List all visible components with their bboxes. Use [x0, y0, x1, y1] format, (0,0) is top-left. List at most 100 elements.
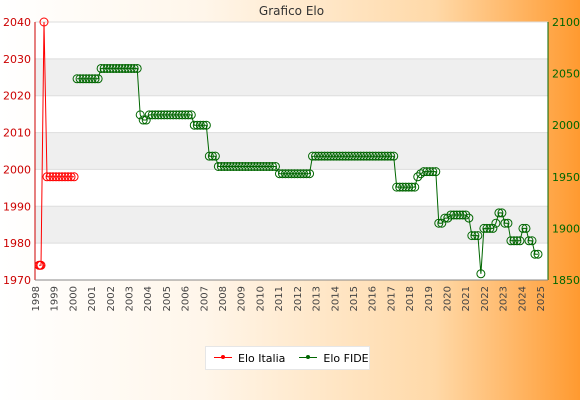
data-point	[231, 161, 241, 171]
data-point	[216, 161, 226, 171]
data-point	[533, 249, 543, 259]
data-point	[267, 161, 277, 171]
data-point	[277, 169, 287, 179]
data-point	[392, 182, 402, 192]
data-point	[419, 167, 429, 177]
data-point	[102, 63, 112, 73]
x-tick-label: 2014	[330, 286, 341, 311]
chart-title: Grafico Elo	[259, 4, 324, 18]
x-tick-label: 2025	[536, 286, 547, 311]
data-point	[222, 161, 232, 171]
x-tick-label: 2009	[237, 286, 248, 311]
data-point	[144, 110, 154, 120]
left-tick-label: 2010	[3, 127, 31, 140]
data-point	[105, 63, 115, 73]
x-tick-label: 2021	[461, 286, 472, 311]
data-point	[228, 161, 238, 171]
data-point	[446, 210, 456, 220]
chart-legend: Elo Italia Elo FIDE	[205, 346, 370, 370]
data-point	[180, 110, 190, 120]
data-point	[246, 161, 256, 171]
data-point	[183, 110, 193, 120]
data-point	[162, 110, 172, 120]
legend-swatch-elo-italia	[214, 353, 232, 363]
data-point	[99, 63, 109, 73]
data-point	[509, 236, 519, 246]
data-point	[512, 236, 522, 246]
x-tick-label: 2001	[87, 286, 98, 311]
data-point	[461, 210, 471, 220]
data-point	[201, 120, 211, 130]
data-point	[48, 172, 58, 182]
data-point	[45, 172, 55, 182]
data-point	[240, 161, 250, 171]
data-point	[434, 218, 444, 228]
legend-item-elo-fide: Elo FIDE	[299, 351, 369, 365]
data-point	[320, 151, 330, 161]
data-point	[69, 172, 79, 182]
left-tick-label: 2020	[3, 90, 31, 103]
data-point	[383, 151, 393, 161]
data-point	[36, 260, 46, 270]
data-point	[326, 151, 336, 161]
data-point	[341, 151, 351, 161]
data-point	[60, 172, 70, 182]
x-tick-label: 2016	[368, 286, 379, 311]
left-tick-label: 2040	[3, 16, 31, 29]
data-point	[362, 151, 372, 161]
data-point	[126, 63, 136, 73]
data-point	[42, 172, 52, 182]
data-point	[96, 63, 106, 73]
data-point	[476, 269, 486, 279]
data-point	[147, 110, 157, 120]
data-point	[524, 236, 534, 246]
data-point	[57, 172, 67, 182]
data-point	[93, 74, 103, 84]
data-point	[84, 74, 94, 84]
data-point	[54, 172, 64, 182]
left-tick-label: 2030	[3, 53, 31, 66]
x-tick-label: 2008	[218, 286, 229, 311]
x-tick-label: 2013	[312, 286, 323, 311]
data-point	[237, 161, 247, 171]
data-point	[305, 169, 315, 179]
x-tick-label: 2005	[162, 286, 173, 311]
data-point	[63, 172, 73, 182]
x-tick-label: 1998	[31, 286, 42, 311]
data-point	[353, 151, 363, 161]
data-point	[123, 63, 133, 73]
data-point	[159, 110, 169, 120]
data-point	[473, 231, 483, 241]
legend-label-elo-fide: Elo FIDE	[323, 351, 369, 365]
legend-swatch-elo-fide	[299, 353, 318, 363]
data-point	[258, 161, 268, 171]
data-point	[270, 161, 280, 171]
data-point	[344, 151, 354, 161]
data-point	[117, 63, 127, 73]
data-point	[410, 182, 420, 192]
data-point	[455, 210, 465, 220]
data-point	[467, 231, 477, 241]
data-point	[153, 110, 163, 120]
x-tick-label: 2012	[293, 286, 304, 311]
data-point	[347, 151, 357, 161]
data-point	[177, 110, 187, 120]
data-point	[491, 218, 501, 228]
x-tick-label: 2024	[517, 286, 528, 311]
x-tick-label: 2006	[181, 286, 192, 311]
data-point	[482, 223, 492, 233]
right-tick-label: 2000	[552, 119, 580, 132]
grid-band	[35, 132, 548, 170]
left-tick-label: 1990	[3, 200, 31, 213]
x-tick-label: 2022	[480, 286, 491, 311]
data-point	[530, 249, 540, 259]
data-point	[274, 169, 284, 179]
legend-item-elo-italia: Elo Italia	[214, 352, 285, 365]
left-tick-label: 2000	[3, 163, 31, 176]
data-point	[243, 161, 253, 171]
right-tick-label: 1900	[552, 222, 580, 235]
x-tick-label: 2023	[499, 286, 510, 311]
data-point	[287, 169, 296, 179]
data-point	[249, 161, 259, 171]
